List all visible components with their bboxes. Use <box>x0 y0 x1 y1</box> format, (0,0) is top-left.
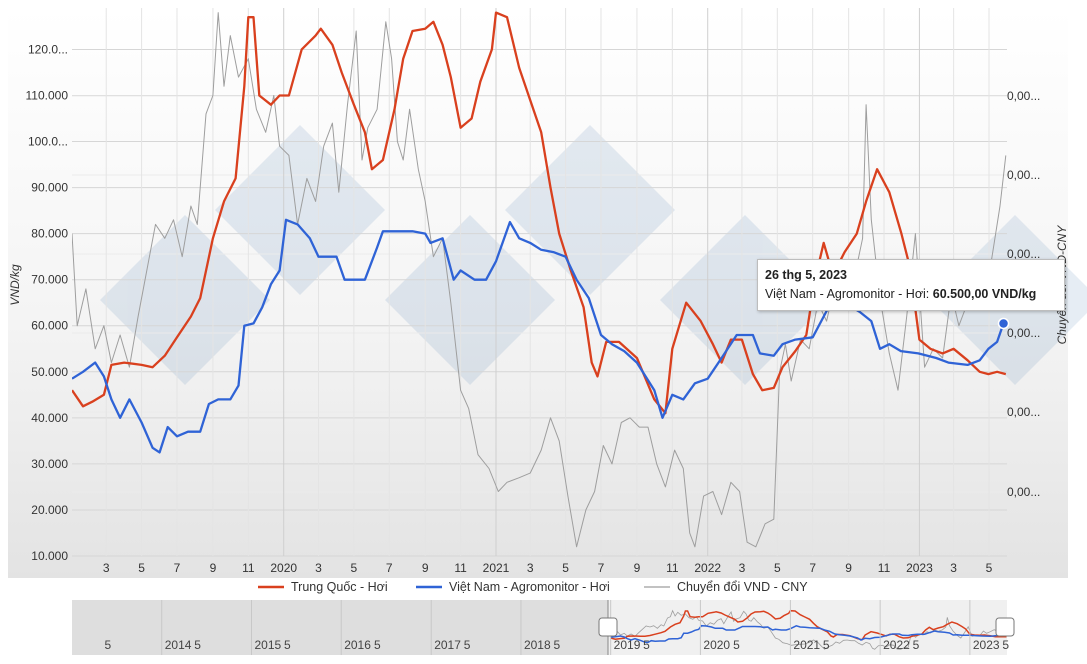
y-axis-label: VND/kg <box>8 264 22 306</box>
navigator-label: 2016 <box>344 638 371 652</box>
x-tick-label: 5 <box>774 561 781 575</box>
x-tick-label: 3 <box>315 561 322 575</box>
y2-tick-label: 0,00... <box>1007 405 1040 419</box>
x-tick-label: 5 <box>138 561 145 575</box>
x-tick-label: 9 <box>422 561 429 575</box>
x-tick-label: 2021 <box>483 561 510 575</box>
x-tick-label: 5 <box>562 561 569 575</box>
legend-item-label[interactable]: Việt Nam - Agromonitor - Hơi <box>449 580 610 594</box>
navigator-label: 2018 <box>524 638 551 652</box>
x-tick-label: 3 <box>103 561 110 575</box>
y-tick-label: 60.000 <box>31 319 68 333</box>
legend-item-label[interactable]: Chuyển đổi VND - CNY <box>677 580 808 594</box>
navigator-label: 5 <box>1002 638 1009 652</box>
x-tick-label: 9 <box>845 561 852 575</box>
y-tick-label: 20.000 <box>31 503 68 517</box>
navigator-label: 2023 <box>973 638 1000 652</box>
x-tick-label: 7 <box>598 561 605 575</box>
navigator-label: 5 <box>823 638 830 652</box>
x-tick-label: 9 <box>210 561 217 575</box>
y-tick-label: 30.000 <box>31 457 68 471</box>
y-tick-label: 40.000 <box>31 411 68 425</box>
y-tick-label: 120.0... <box>28 42 68 56</box>
navigator-left-handle[interactable] <box>598 617 618 637</box>
x-tick-label: 9 <box>634 561 641 575</box>
legend-item-label[interactable]: Trung Quốc - Hơi <box>291 580 388 594</box>
y2-tick-label: 0,00... <box>1007 168 1040 182</box>
y2-tick-label: 0,00... <box>1007 89 1040 103</box>
x-tick-label: 11 <box>878 561 891 575</box>
navigator-label: 2019 <box>614 638 641 652</box>
navigator-label: 5 <box>913 638 920 652</box>
navigator-label: 5 <box>464 638 471 652</box>
navigator-label: 5 <box>643 638 650 652</box>
navigator-label: 5 <box>374 638 381 652</box>
navigator-label: 5 <box>284 638 291 652</box>
tooltip-series-label: Việt Nam - Agromonitor - Hơi: <box>765 287 933 301</box>
x-tick-label: 11 <box>454 561 467 575</box>
tooltip-point-marker <box>997 317 1010 330</box>
navigator-label: 2022 <box>883 638 910 652</box>
y2-tick-label: 0,00... <box>1007 326 1040 340</box>
x-tick-label: 3 <box>739 561 746 575</box>
navigator-label: 2021 <box>793 638 820 652</box>
navigator-series-2 <box>610 609 1007 650</box>
navigator-label: 2020 <box>703 638 730 652</box>
y-tick-label: 50.000 <box>31 365 68 379</box>
navigator[interactable]: 5 2014 5 2015 5 2016 5 2017 5 2018 5 2019 5 2020 5 2021… <box>72 600 1015 655</box>
tooltip-date: 26 thg 5, 2023 <box>765 268 847 282</box>
x-tick-label: 5 <box>351 561 358 575</box>
horizontal-gridlines <box>72 48 1007 557</box>
navigator-series-0 <box>610 609 1007 641</box>
navigator-label: 2015 <box>254 638 281 652</box>
x-tick-label: 3 <box>527 561 534 575</box>
legend: Trung Quốc - Hơi Việt Nam - Agromonitor -… <box>258 580 808 594</box>
x-tick-label: 3 <box>950 561 957 575</box>
y-tick-label: 90.000 <box>31 181 68 195</box>
x-tick-label: 7 <box>174 561 181 575</box>
vertical-gridlines <box>105 8 990 556</box>
x-tick-label: 11 <box>242 561 255 575</box>
navigator-label: 5 <box>733 638 740 652</box>
tooltip-value: 60.500,00 VND/kg <box>932 287 1037 301</box>
x-tick-label: 2020 <box>270 561 297 575</box>
y2-tick-label: 0,00... <box>1007 247 1040 261</box>
navigator-label: 5 <box>105 638 112 652</box>
x-tick-label: 11 <box>666 561 679 575</box>
navigator-right-handle[interactable] <box>995 617 1015 637</box>
tooltip: 26 thg 5, 2023 Việt Nam - Agromonitor - … <box>757 259 1065 311</box>
x-tick-label: 2023 <box>906 561 933 575</box>
y-tick-label: 70.000 <box>31 273 68 287</box>
y-tick-label: 10.000 <box>31 549 68 563</box>
x-tick-label: 5 <box>986 561 993 575</box>
y-tick-label: 100.0... <box>28 135 68 149</box>
y2-tick-label: 0,00... <box>1007 485 1040 499</box>
navigator-label: 5 <box>194 638 201 652</box>
x-tick-label: 2022 <box>694 561 721 575</box>
y-tick-label: 110.000 <box>26 88 69 102</box>
series-line-0[interactable] <box>72 11 1007 415</box>
navigator-series-1 <box>610 624 1006 644</box>
x-tick-label: 7 <box>386 561 393 575</box>
y-tick-label: 80.000 <box>31 227 68 241</box>
x-tick-label: 7 <box>809 561 816 575</box>
navigator-label: 5 <box>553 638 560 652</box>
navigator-label: 2017 <box>434 638 461 652</box>
navigator-label: 2014 <box>165 638 192 652</box>
